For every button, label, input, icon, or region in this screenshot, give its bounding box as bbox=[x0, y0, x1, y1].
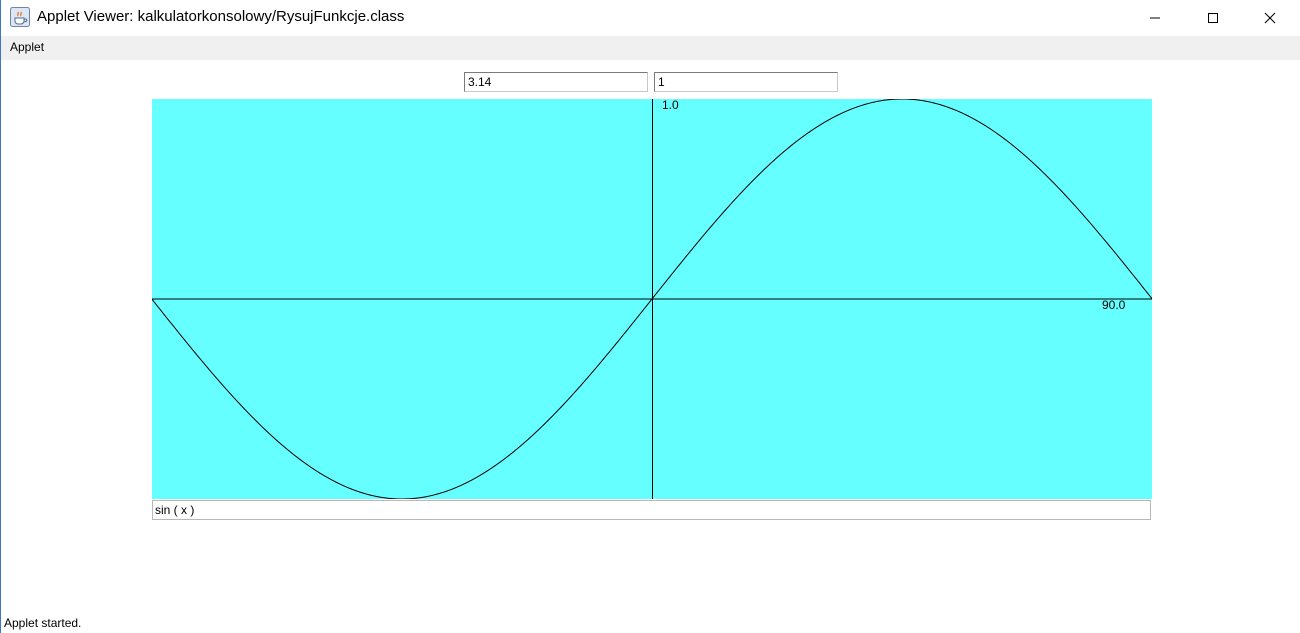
close-button[interactable] bbox=[1247, 0, 1293, 35]
y-axis-max-label: 1.0 bbox=[662, 99, 679, 112]
close-icon bbox=[1264, 12, 1276, 23]
function-plot: 1.0 90.0 bbox=[152, 99, 1152, 499]
status-text: Applet started. bbox=[4, 616, 82, 630]
x-axis-max-label: 90.0 bbox=[1102, 298, 1126, 312]
maximize-button[interactable] bbox=[1190, 0, 1236, 35]
formula-input[interactable] bbox=[152, 500, 1151, 520]
title-bar[interactable]: Applet Viewer: kalkulatorkonsolowy/Rysuj… bbox=[1, 0, 1300, 35]
java-cup-icon bbox=[10, 7, 30, 27]
menu-bar: Applet bbox=[1, 36, 1300, 60]
minimize-icon bbox=[1150, 17, 1160, 18]
scale-input[interactable] bbox=[654, 72, 838, 92]
menu-item-applet[interactable]: Applet bbox=[10, 40, 45, 54]
function-curve bbox=[152, 99, 1152, 499]
maximize-icon bbox=[1208, 12, 1218, 23]
window-title: Applet Viewer: kalkulatorkonsolowy/Rysuj… bbox=[37, 8, 405, 25]
minimize-button[interactable] bbox=[1132, 0, 1178, 35]
range-input[interactable] bbox=[464, 72, 648, 92]
